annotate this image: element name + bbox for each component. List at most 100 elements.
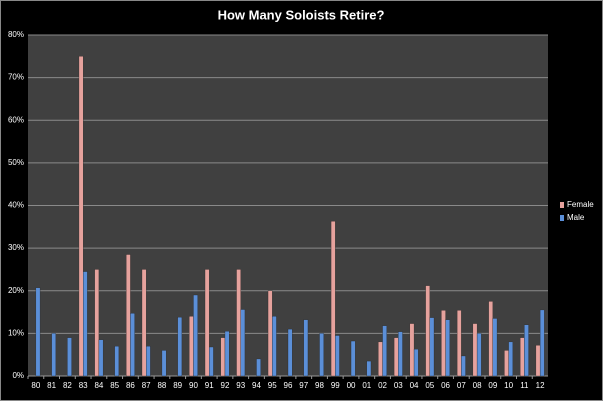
x-tick-label: 02 <box>378 381 387 390</box>
legend-label: Female <box>567 200 594 209</box>
bar <box>398 331 403 377</box>
x-tick-label: 80 <box>31 381 40 390</box>
bar <box>94 269 100 377</box>
bar <box>236 269 241 377</box>
x-tick-label: 95 <box>268 381 277 390</box>
bar <box>393 337 399 377</box>
bar <box>193 294 198 377</box>
chart-title: How Many Soloists Retire? <box>218 7 385 22</box>
legend-label: Male <box>567 213 585 222</box>
bar <box>378 341 383 377</box>
x-tick-label: 07 <box>457 381 466 390</box>
y-tick-label: 30% <box>8 243 24 252</box>
x-tick-label: 92 <box>221 381 230 390</box>
x-tick-label: 94 <box>252 381 261 390</box>
bar <box>83 271 88 377</box>
y-tick-label: 70% <box>8 73 24 82</box>
x-tick-label: 82 <box>63 381 72 390</box>
bar <box>504 350 509 377</box>
bar <box>445 319 450 377</box>
bar <box>524 324 529 377</box>
x-tick-label: 89 <box>173 381 182 390</box>
bar <box>535 345 541 377</box>
y-tick-label: 80% <box>8 30 24 39</box>
x-tick-label: 97 <box>299 381 308 390</box>
bar <box>220 337 226 377</box>
x-tick-label: 11 <box>520 381 529 390</box>
bar <box>114 346 120 377</box>
bar <box>141 269 147 377</box>
x-tick-label: 96 <box>284 381 293 390</box>
x-tick-label: 08 <box>473 381 482 390</box>
x-tick-label: 84 <box>94 381 103 390</box>
bar <box>492 318 498 377</box>
x-tick-label: 88 <box>157 381 166 390</box>
bar <box>319 333 324 377</box>
y-tick-label: 60% <box>8 115 24 124</box>
bar <box>177 317 183 377</box>
bar <box>98 339 104 377</box>
bar <box>240 309 246 377</box>
bar <box>67 337 72 377</box>
legend-swatch <box>560 215 564 221</box>
bar <box>425 285 430 377</box>
bar <box>539 309 545 377</box>
x-tick-label: 85 <box>110 381 119 390</box>
bar <box>409 323 415 377</box>
bar <box>209 346 214 377</box>
bar <box>287 328 293 377</box>
x-tick-label: 05 <box>425 381 434 390</box>
x-tick-label: 09 <box>488 381 497 390</box>
x-tick-label: 81 <box>47 381 56 390</box>
x-tick-label: 10 <box>504 381 513 390</box>
y-tick-label: 50% <box>8 158 24 167</box>
bar <box>413 348 419 377</box>
bar <box>78 56 84 377</box>
bar <box>488 301 493 377</box>
x-tick-label: 93 <box>236 381 245 390</box>
x-tick-label: 12 <box>536 381 545 390</box>
bar <box>126 254 131 377</box>
bar <box>256 358 261 377</box>
bar <box>35 287 41 377</box>
bar <box>520 337 525 377</box>
y-tick-label: 40% <box>8 201 24 210</box>
bar <box>303 319 309 377</box>
bar <box>366 360 372 377</box>
bar <box>161 350 167 377</box>
bar <box>224 331 230 377</box>
x-tick-label: 90 <box>189 381 198 390</box>
bar <box>130 313 135 377</box>
bar <box>456 310 462 377</box>
x-tick-label: 04 <box>410 381 419 390</box>
bar <box>441 310 446 377</box>
y-tick-label: 10% <box>8 328 24 337</box>
bar <box>204 269 210 377</box>
x-tick-label: 06 <box>441 381 450 390</box>
x-tick-label: 03 <box>394 381 403 390</box>
bar <box>382 325 387 377</box>
bar <box>335 335 340 377</box>
bar <box>330 221 336 377</box>
x-tick-label: 83 <box>79 381 88 390</box>
bar <box>472 323 478 377</box>
y-tick-label: 20% <box>8 286 24 295</box>
bar <box>51 333 56 377</box>
bar <box>267 290 273 377</box>
y-tick-label: 0% <box>12 371 24 380</box>
bar <box>350 340 356 377</box>
x-tick-label: 86 <box>126 381 135 390</box>
bar <box>429 317 435 377</box>
bar <box>146 346 151 377</box>
x-tick-label: 01 <box>362 381 371 390</box>
x-tick-label: 99 <box>331 381 340 390</box>
bar <box>461 355 466 377</box>
bar <box>272 316 277 377</box>
bar <box>508 341 513 377</box>
bar <box>476 333 482 377</box>
x-tick-label: 00 <box>347 381 356 390</box>
x-tick-label: 98 <box>315 381 324 390</box>
legend-swatch <box>560 202 564 208</box>
